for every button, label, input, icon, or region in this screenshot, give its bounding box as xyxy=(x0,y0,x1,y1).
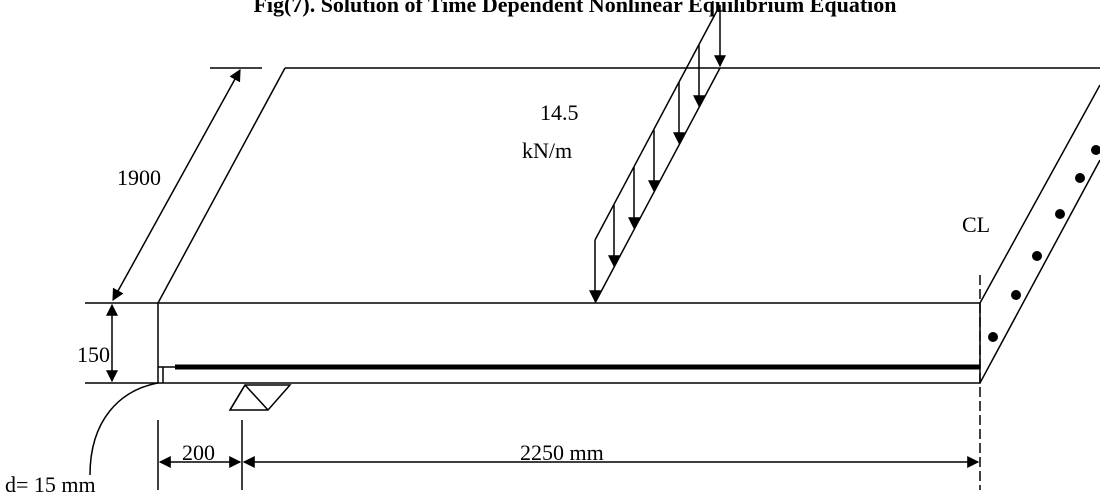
title: Fig(7). Solution of Time Dependent Nonli… xyxy=(253,0,896,17)
dim-depth: 150 xyxy=(77,342,110,367)
load xyxy=(589,4,726,304)
dim-span: 2250 mm xyxy=(520,440,604,465)
centerline-label: CL xyxy=(962,212,990,237)
mask xyxy=(520,140,620,158)
load-value: 14.5 xyxy=(540,100,579,125)
leader xyxy=(89,382,159,476)
dim-cover: d= 15 mm xyxy=(5,472,96,497)
load-unit: kN/m xyxy=(522,138,572,163)
dim-support: 200 xyxy=(182,440,215,465)
slab xyxy=(157,67,1100,384)
dim-line xyxy=(112,68,241,302)
support xyxy=(228,384,292,411)
dim-width: 1900 xyxy=(117,165,161,190)
